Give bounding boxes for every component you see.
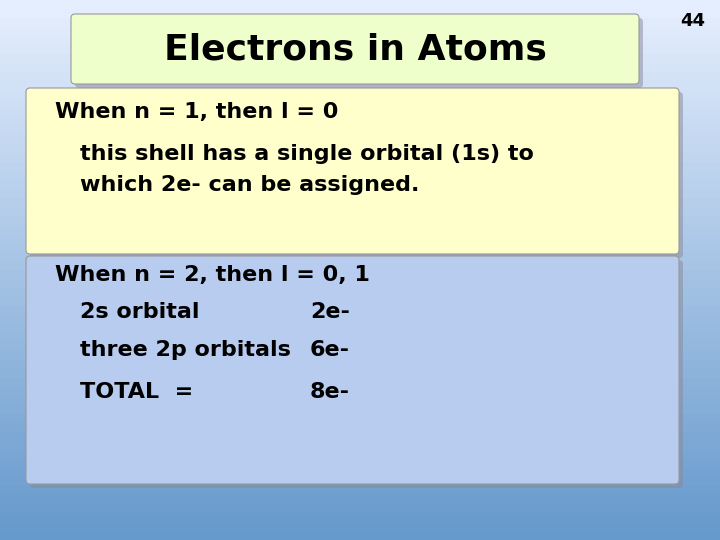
Bar — [0, 135, 720, 144]
Bar — [0, 378, 720, 387]
Bar — [0, 234, 720, 243]
Bar — [0, 90, 720, 99]
Bar — [0, 243, 720, 252]
Text: Electrons in Atoms: Electrons in Atoms — [163, 32, 546, 66]
Bar — [0, 315, 720, 324]
Bar — [0, 414, 720, 423]
Bar — [0, 63, 720, 72]
Text: three 2p orbitals: three 2p orbitals — [80, 340, 291, 360]
Text: which 2e- can be assigned.: which 2e- can be assigned. — [80, 175, 419, 195]
Bar — [0, 252, 720, 261]
FancyBboxPatch shape — [26, 256, 679, 484]
Bar — [0, 144, 720, 153]
Text: 6e-: 6e- — [310, 340, 350, 360]
Text: 2s orbital: 2s orbital — [80, 302, 199, 322]
Bar — [0, 468, 720, 477]
Bar — [0, 18, 720, 27]
Bar — [0, 288, 720, 297]
Bar — [0, 360, 720, 369]
Bar — [0, 171, 720, 180]
Bar — [0, 531, 720, 540]
Bar — [0, 207, 720, 216]
Bar — [0, 387, 720, 396]
Bar — [0, 216, 720, 225]
Bar — [0, 495, 720, 504]
Bar — [0, 153, 720, 162]
FancyBboxPatch shape — [26, 88, 679, 254]
Bar — [0, 450, 720, 459]
Bar — [0, 477, 720, 486]
Bar — [0, 198, 720, 207]
Bar — [0, 279, 720, 288]
Bar — [0, 81, 720, 90]
FancyBboxPatch shape — [30, 92, 683, 258]
Bar — [0, 513, 720, 522]
Bar — [0, 0, 720, 9]
Bar — [0, 351, 720, 360]
Bar — [0, 486, 720, 495]
Bar — [0, 162, 720, 171]
Bar — [0, 504, 720, 513]
Bar — [0, 324, 720, 333]
Bar — [0, 423, 720, 432]
Bar — [0, 369, 720, 378]
Bar — [0, 27, 720, 36]
Bar — [0, 9, 720, 18]
FancyBboxPatch shape — [75, 18, 643, 88]
Bar — [0, 45, 720, 54]
Bar — [0, 72, 720, 81]
Bar — [0, 189, 720, 198]
Bar — [0, 108, 720, 117]
Bar — [0, 117, 720, 126]
Bar — [0, 99, 720, 108]
Bar — [0, 270, 720, 279]
Text: TOTAL  =: TOTAL = — [80, 382, 193, 402]
Bar — [0, 333, 720, 342]
Bar — [0, 306, 720, 315]
Bar — [0, 459, 720, 468]
Bar — [0, 432, 720, 441]
Text: 2e-: 2e- — [310, 302, 350, 322]
Bar — [0, 36, 720, 45]
Bar — [0, 405, 720, 414]
Text: When n = 2, then l = 0, 1: When n = 2, then l = 0, 1 — [55, 265, 370, 285]
Bar — [0, 297, 720, 306]
FancyBboxPatch shape — [71, 14, 639, 84]
Bar — [0, 54, 720, 63]
Bar — [0, 522, 720, 531]
Bar — [0, 126, 720, 135]
Bar — [0, 225, 720, 234]
FancyBboxPatch shape — [30, 260, 683, 488]
Text: 8e-: 8e- — [310, 382, 350, 402]
Text: When n = 1, then l = 0: When n = 1, then l = 0 — [55, 102, 338, 122]
Bar — [0, 441, 720, 450]
Text: this shell has a single orbital (1s) to: this shell has a single orbital (1s) to — [80, 144, 534, 164]
Bar — [0, 396, 720, 405]
Bar — [0, 261, 720, 270]
Text: 44: 44 — [680, 12, 705, 30]
Bar — [0, 342, 720, 351]
Bar — [0, 180, 720, 189]
